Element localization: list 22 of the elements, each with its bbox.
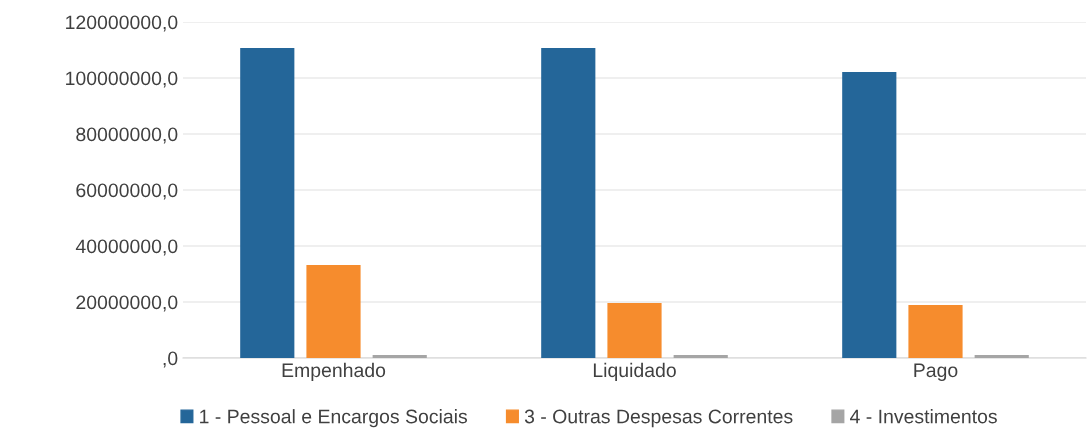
y-tick-label: ,0 <box>163 351 178 368</box>
bar <box>842 72 897 358</box>
y-tick-label: 60000000,0 <box>76 183 178 200</box>
y-tick-label: 40000000,0 <box>75 239 178 256</box>
x-tick-label: Pago <box>914 363 958 381</box>
bar <box>673 354 728 358</box>
bar <box>607 303 662 358</box>
x-tick-label: Empenhado <box>282 362 386 381</box>
y-tick-label: 20000000,0 <box>76 295 178 312</box>
bar <box>372 354 427 358</box>
bar <box>240 48 295 358</box>
bar <box>541 48 596 358</box>
bar <box>908 305 963 358</box>
bar <box>306 265 361 358</box>
legend-label: 1 - Pessoal e Encargos Sociais <box>200 409 468 428</box>
x-tick-label: Liquidado <box>593 362 676 381</box>
legend-label: 3 - Outras Despesas Correntes <box>524 409 793 428</box>
y-tick-label: 120000000,0 <box>66 15 178 32</box>
y-tick-label: 100000000,0 <box>66 71 178 88</box>
y-tick-label: 80000000,0 <box>76 127 178 144</box>
bar <box>974 354 1029 358</box>
legend-label: 4 - Investimentos <box>850 409 997 424</box>
